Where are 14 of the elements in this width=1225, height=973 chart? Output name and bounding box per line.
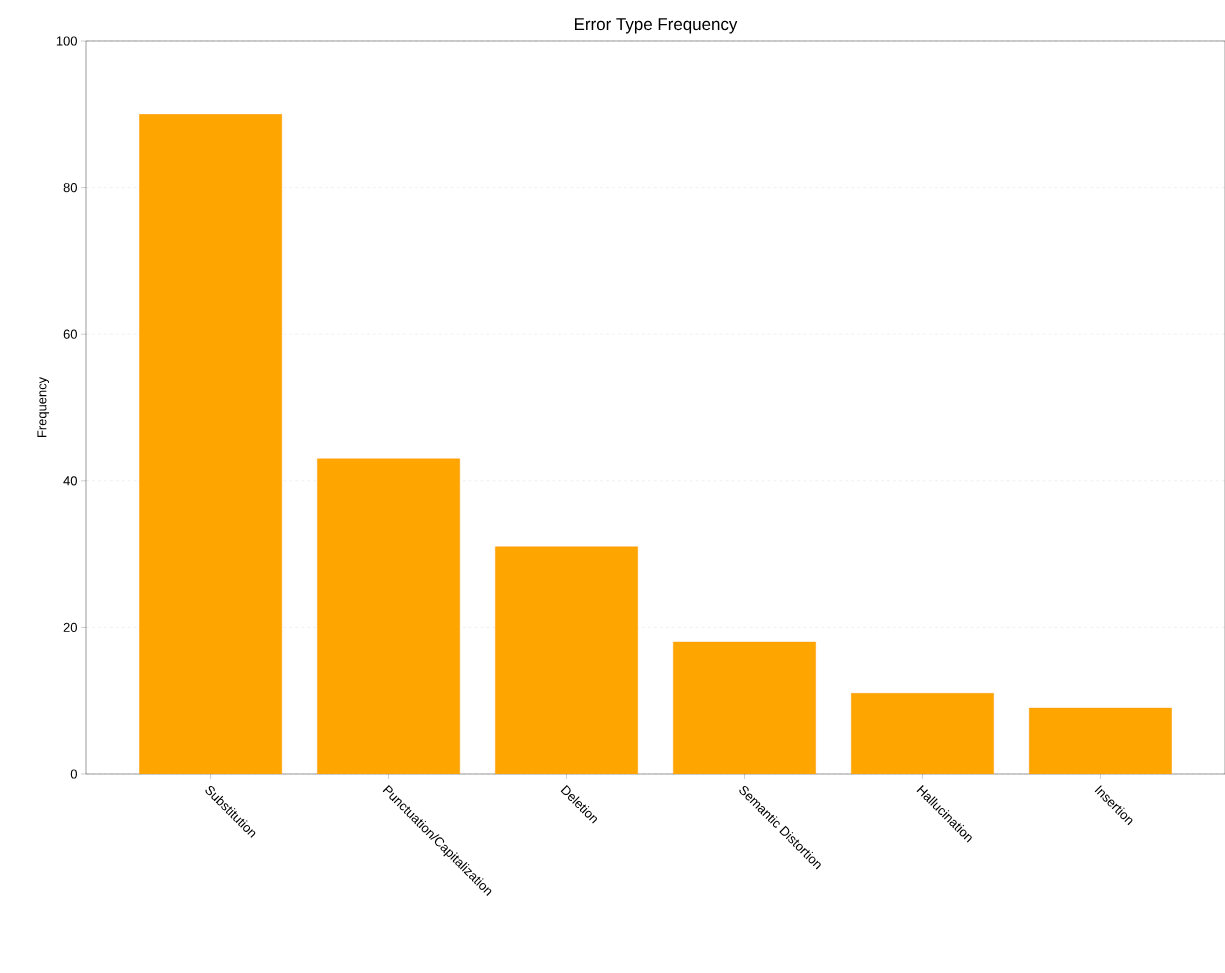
y-tick-label: 20 (63, 622, 77, 632)
bar (495, 546, 638, 774)
bar (1029, 707, 1172, 774)
y-axis-title: Frequency (37, 376, 50, 438)
y-tick-label: 60 (63, 329, 77, 339)
bar (139, 114, 282, 774)
y-tick-label: 0 (70, 769, 77, 779)
bar (317, 458, 460, 774)
bar (673, 641, 816, 774)
y-tick-label: 80 (63, 183, 77, 193)
bar (851, 693, 994, 774)
chart-title: Error Type Frequency (575, 18, 738, 34)
y-tick-label: 40 (63, 476, 77, 486)
y-tick-label: 100 (56, 36, 77, 46)
